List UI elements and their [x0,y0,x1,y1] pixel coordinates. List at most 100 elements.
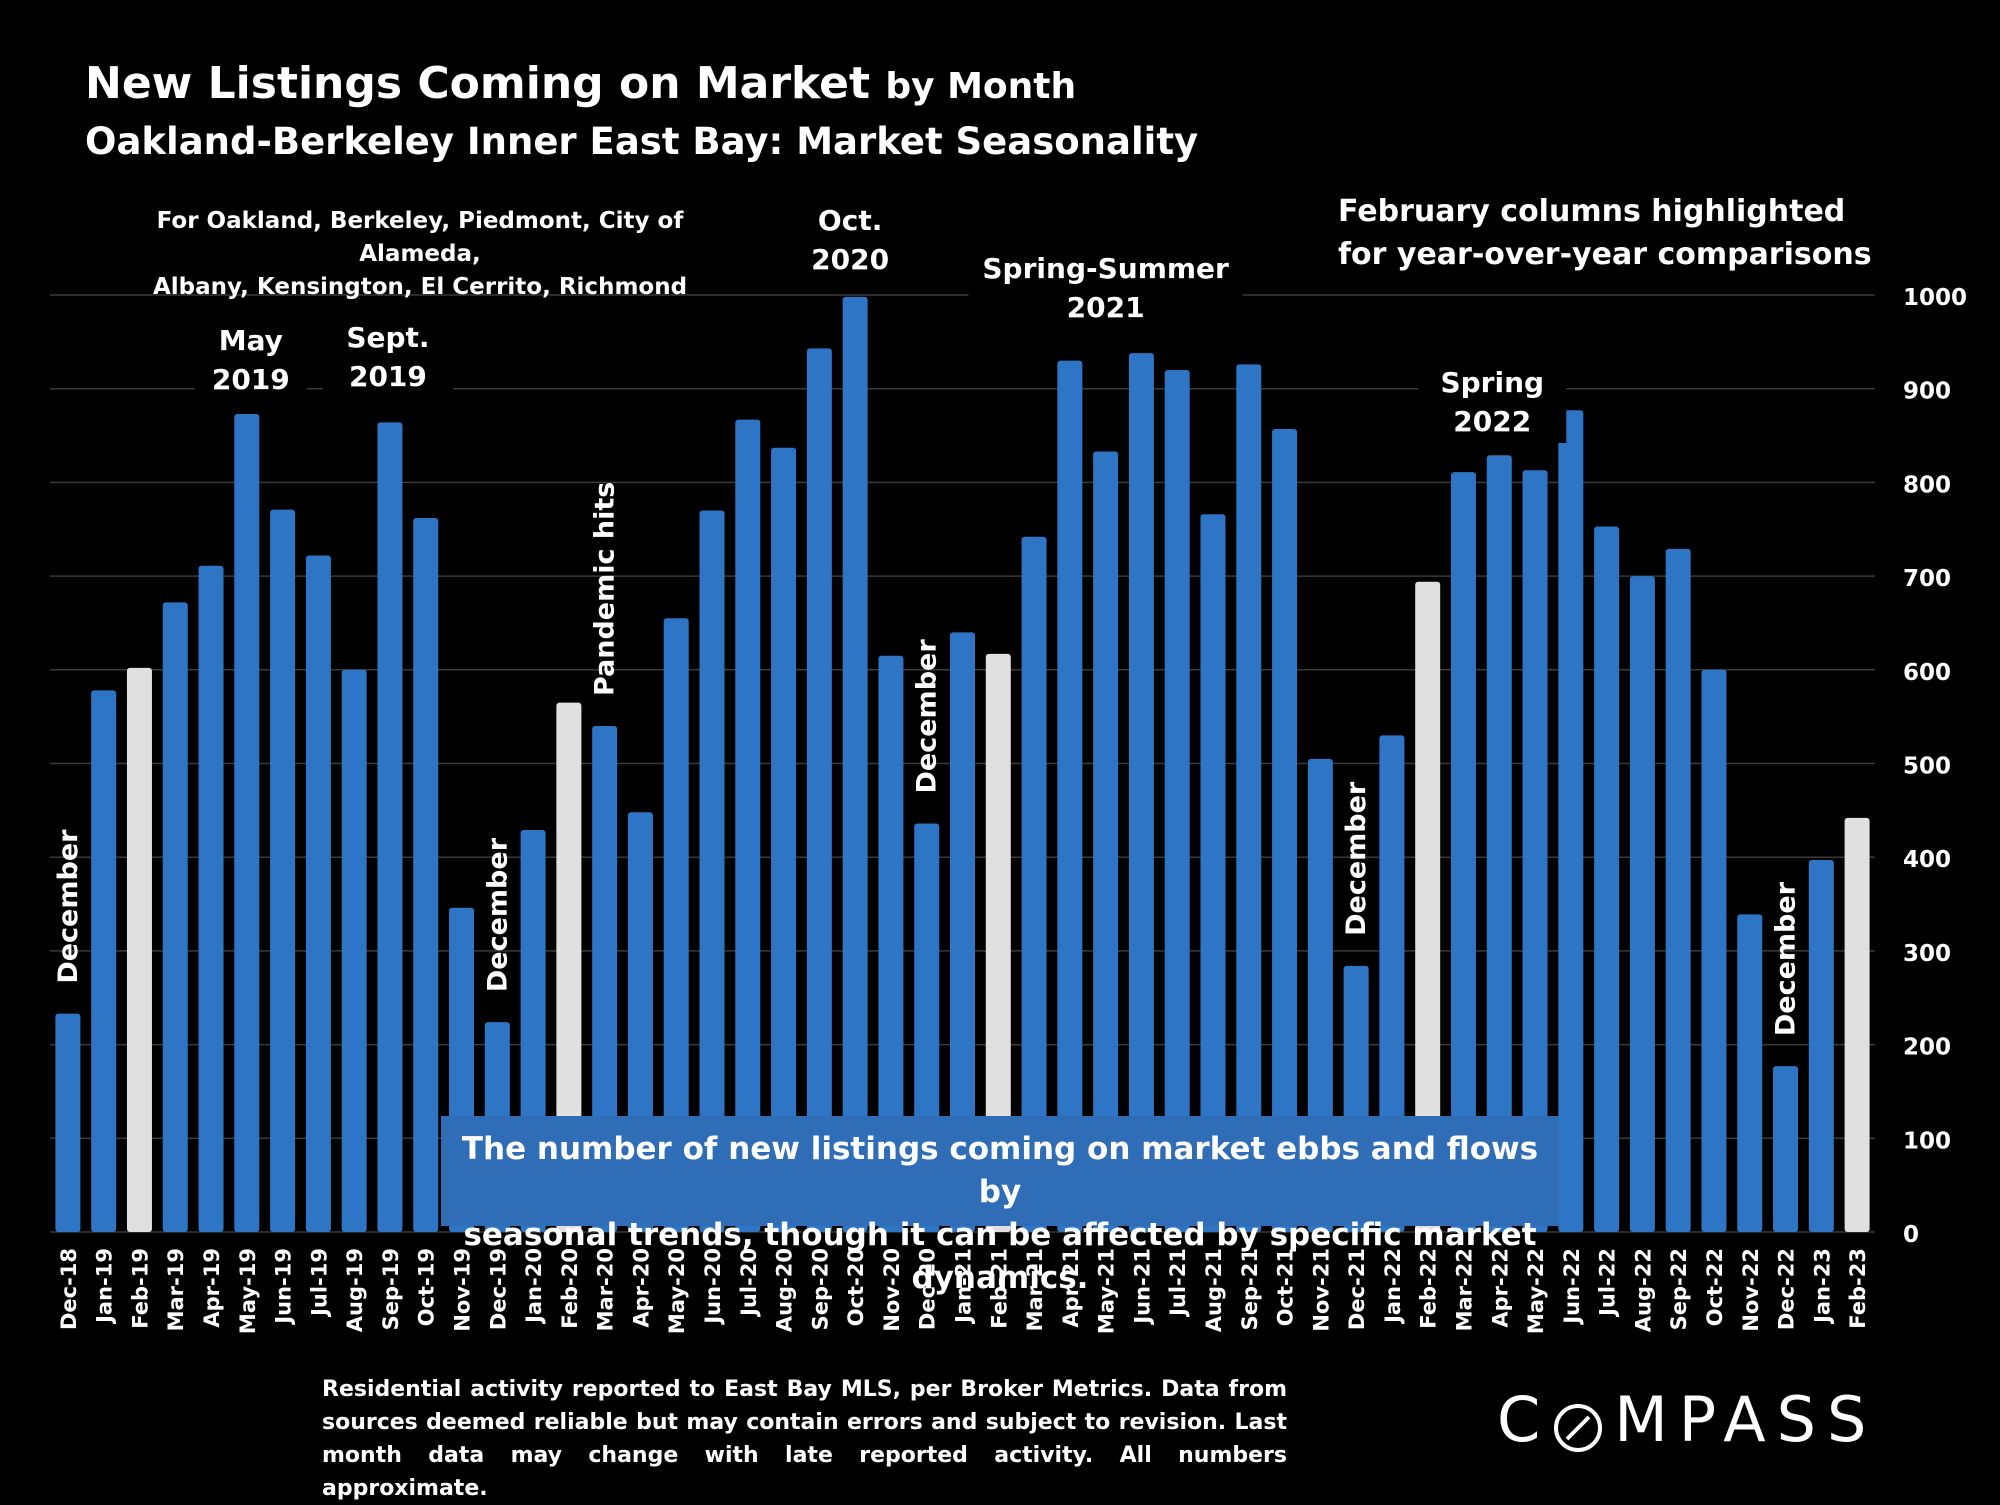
bar [270,509,296,1232]
x-tick-label: Sep-20 [808,1248,832,1330]
bar [1450,472,1476,1232]
annotation-backdrop [794,197,907,281]
bar [1057,360,1083,1233]
bar [663,618,689,1232]
annotation-label: Spring [1440,366,1544,399]
bar [878,655,904,1232]
x-tick-label: May-20 [665,1248,689,1334]
bar [91,690,117,1232]
x-tick-label: Sep-21 [1238,1248,1262,1330]
x-tick-label: Feb-23 [1846,1248,1870,1329]
bar [842,296,868,1232]
bar [1701,669,1727,1232]
callout-line-2: seasonal trends, though it can be affect… [463,1217,1537,1296]
annotation-label: Sept. [346,321,429,354]
page-title: New Listings Coming on Market by Month [85,58,1076,109]
x-tick-label: Apr-19 [200,1248,224,1328]
bar [1128,353,1154,1232]
x-tick-label: Oct-22 [1703,1248,1727,1326]
bar-highlighted [1415,581,1441,1232]
source-footnote: Residential activity reported to East Ba… [322,1377,1287,1501]
x-tick-label: Mar-22 [1452,1248,1476,1331]
bar [806,348,832,1232]
bar [1486,455,1512,1232]
x-tick-label: Aug-19 [343,1248,367,1332]
x-tick-label: Mar-19 [164,1248,188,1331]
title-main: New Listings Coming on Market [85,58,870,109]
bar [735,419,761,1233]
annotation-label: 2021 [1067,291,1145,324]
x-tick-label: Apr-22 [1488,1248,1512,1328]
x-tick-label: Sep-19 [379,1248,403,1330]
bar [592,726,618,1232]
bar [198,565,224,1232]
bars [55,296,1870,1233]
x-tick-label: Mar-20 [594,1248,618,1331]
x-tick-label: Dec-20 [916,1248,940,1330]
bar [1558,410,1584,1233]
y-axis-ticks: 0 100 200 300 400 500 600 700 800 900 1000 [1903,285,1967,1248]
annotation-label: Spring-Summer [982,252,1229,285]
february-note-line-2: for year-over-year comparisons [1338,237,1872,272]
x-tick-label: Jul-21 [1166,1248,1190,1318]
bar-highlighted [126,667,152,1232]
y-tick-label: 1000 [1903,285,1967,311]
bar [1164,369,1190,1233]
page-subtitle: Oakland-Berkeley Inner East Bay: Market … [85,120,1199,163]
x-axis-ticks: Dec-18 Jan-19 Feb-19 Mar-19 Apr-19 May-19 Jun-… [57,1248,1870,1334]
x-tick-label: Dec-19 [486,1248,510,1330]
annotation-label: 2019 [212,363,290,396]
bar [699,510,725,1232]
bar [413,518,439,1232]
area-list: For Oakland, Berkeley, Piedmont, City of… [110,205,730,304]
x-tick-label: Sep-22 [1667,1248,1691,1330]
callout-line-1: The number of new listings coming on mar… [461,1131,1539,1210]
x-tick-label: May-19 [236,1248,260,1334]
x-tick-label: Jan-20 [522,1248,546,1325]
x-tick-label: Jan-19 [93,1248,117,1325]
x-tick-label: Dec-18 [57,1248,81,1330]
bar [1773,1066,1799,1232]
bar [1629,576,1655,1232]
annotation-label: Pandemic hits [590,482,621,696]
title-suffix: by Month [885,66,1077,107]
y-tick-label: 0 [1903,1222,1919,1248]
annotation-backdrop [322,314,453,398]
x-tick-label: Apr-20 [629,1248,653,1328]
x-tick-label: Mar-21 [1023,1248,1047,1331]
bar [234,413,260,1232]
x-tick-label: May-21 [1095,1248,1119,1334]
annotation-label: 2020 [811,243,889,276]
x-tick-label: Nov-19 [451,1248,475,1332]
annotation-label: Oct. [818,204,882,237]
x-tick-label: Dec-22 [1775,1248,1799,1330]
bar [1021,536,1047,1232]
x-tick-label: Jun-21 [1130,1248,1154,1326]
y-tick-label: 700 [1903,566,1951,592]
x-tick-label: Jun-20 [701,1248,725,1326]
x-tick-label: Nov-20 [880,1248,904,1332]
x-tick-label: Oct-21 [1274,1248,1298,1326]
x-tick-label: Dec-21 [1345,1248,1369,1330]
annotation-label: December [912,639,943,794]
area-list-line-1: For Oakland, Berkeley, Piedmont, City of… [156,208,684,267]
y-tick-label: 800 [1903,472,1951,498]
compass-o-icon [1553,1395,1603,1452]
annotation-label: May [219,324,283,357]
y-tick-label: 500 [1903,754,1951,780]
x-tick-label: Jul-20 [737,1248,761,1318]
x-tick-label: Nov-21 [1309,1248,1333,1332]
annotation-backdrop [194,317,307,401]
bar [1093,451,1119,1232]
y-tick-label: 900 [1903,379,1951,405]
annotation-label: December [482,837,513,992]
x-tick-label: Jan-23 [1810,1248,1834,1325]
bar-highlighted [556,702,582,1232]
annotations: December May 2019 Sept. 2019 December Pandemic… [53,197,1802,1036]
x-tick-label: Oct-19 [415,1248,439,1326]
x-tick-label: Aug-20 [773,1248,797,1332]
bar [1737,914,1763,1232]
y-tick-label: 400 [1903,847,1951,873]
february-note-line-1: February columns highlighted [1338,194,1846,229]
